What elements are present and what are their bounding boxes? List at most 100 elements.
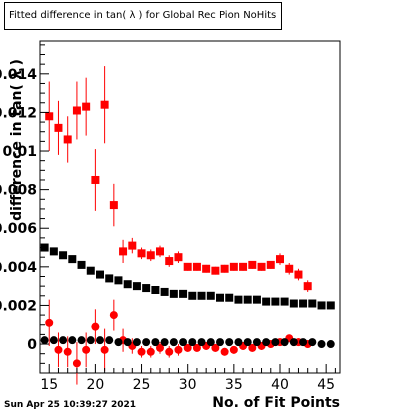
data-point-circle (156, 343, 164, 352)
data-point-circle (132, 338, 141, 347)
data-point-square (252, 295, 261, 304)
data-point-square (262, 297, 271, 306)
x-tick-label: 25 (133, 377, 151, 393)
data-point-square (317, 301, 326, 310)
y-tick-label: 0.014 (0, 67, 37, 83)
data-point-square (54, 123, 63, 132)
data-point-square (257, 262, 266, 271)
data-point-circle (174, 345, 183, 354)
data-point-square (82, 102, 91, 111)
data-point-circle (91, 322, 100, 331)
data-point-circle (165, 347, 174, 356)
data-point-square (142, 284, 151, 293)
data-point-square (156, 247, 164, 256)
data-point-circle (248, 343, 257, 352)
data-point-circle (262, 338, 271, 347)
data-point-circle (100, 345, 109, 354)
data-point-square (114, 276, 123, 285)
data-point-square (211, 266, 220, 275)
data-point-circle (252, 338, 261, 347)
data-point-circle (114, 338, 123, 347)
data-point-circle (197, 338, 206, 347)
data-point-square (105, 274, 114, 283)
y-tick-label: 0.01 (2, 144, 37, 160)
data-point-square (202, 264, 211, 273)
plot-frame (39, 40, 341, 374)
data-point-circle (77, 336, 86, 345)
data-point-circle (86, 336, 95, 345)
data-point-square (45, 112, 54, 121)
data-point-square (234, 295, 243, 304)
data-point-square (151, 286, 160, 294)
data-point-square (266, 260, 275, 269)
data-point-circle (234, 338, 243, 347)
data-point-circle (183, 343, 192, 352)
data-point-square (179, 289, 188, 298)
data-point-square (137, 249, 146, 258)
data-point-square (119, 247, 128, 256)
data-point-circle (146, 347, 155, 356)
data-point-circle (243, 338, 252, 347)
y-tick-label: 0.002 (0, 298, 37, 314)
data-point-square (280, 297, 289, 306)
data-point-square (169, 289, 178, 298)
data-point-square (197, 291, 206, 300)
data-point-square (96, 270, 104, 279)
data-point-circle (123, 338, 132, 347)
data-point-square (192, 262, 201, 271)
data-point-square (216, 293, 224, 302)
data-point-circle (68, 336, 77, 345)
data-point-circle (192, 343, 201, 352)
data-point-square (49, 247, 58, 256)
data-point-circle (63, 347, 72, 356)
data-point-square (285, 264, 294, 273)
data-point-square (220, 264, 229, 273)
data-point-circle (142, 338, 151, 347)
data-point-square (86, 266, 95, 275)
data-point-circle (59, 336, 68, 345)
data-point-circle (271, 338, 280, 347)
data-point-circle (45, 318, 54, 327)
data-point-square (77, 260, 86, 269)
data-point-circle (105, 336, 114, 345)
x-axis-label: No. of Fit Points (212, 395, 340, 411)
y-tick-label: 0.004 (0, 260, 37, 276)
data-point-circle (206, 338, 215, 347)
data-point-circle (289, 338, 298, 347)
data-point-circle (151, 338, 160, 347)
data-point-square (174, 253, 183, 262)
x-tick-label: 30 (179, 377, 197, 393)
data-point-circle (160, 338, 169, 347)
data-point-square (326, 301, 335, 310)
data-point-square (303, 282, 312, 291)
data-point-square (91, 175, 100, 184)
data-point-circle (54, 345, 63, 354)
data-point-square (72, 106, 81, 115)
x-tick-label: 15 (40, 377, 58, 393)
data-point-circle (216, 338, 224, 347)
data-point-square (68, 255, 77, 264)
data-point-circle (326, 340, 335, 349)
data-point-square (188, 291, 197, 300)
data-point-square (308, 299, 317, 308)
x-tick-label: 20 (86, 377, 104, 393)
data-point-square (128, 241, 137, 250)
chart-title: Fitted difference in tan( λ ) for Global… (4, 2, 282, 30)
data-point-circle (40, 336, 49, 345)
data-point-circle (169, 338, 178, 347)
data-point-circle (109, 311, 118, 320)
y-tick-label: 0.006 (0, 221, 37, 237)
data-point-circle (96, 336, 104, 345)
data-point-square (206, 291, 215, 300)
data-point-circle (280, 338, 289, 347)
data-point-square (294, 270, 303, 279)
data-point-square (239, 262, 248, 271)
data-point-square (132, 282, 141, 291)
data-point-square (229, 262, 238, 271)
data-point-square (225, 293, 234, 302)
data-point-square (146, 251, 155, 260)
data-point-square (59, 251, 68, 260)
datestamp: Sun Apr 25 10:39:27 2021 (4, 400, 137, 410)
x-tick-label: 45 (317, 377, 335, 393)
data-point-circle (299, 338, 308, 347)
